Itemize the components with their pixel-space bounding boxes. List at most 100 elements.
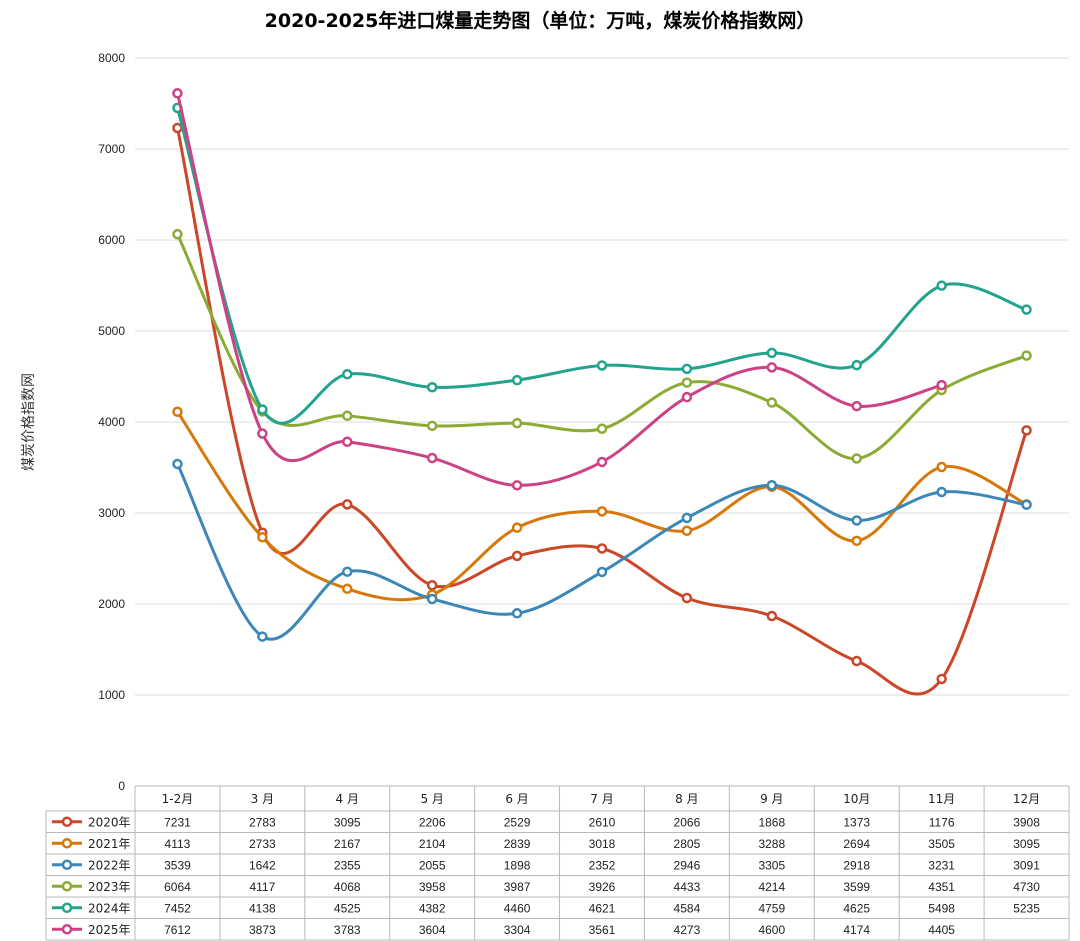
data-point [851, 655, 862, 667]
gridlines [135, 57, 1069, 696]
data-point [851, 400, 862, 412]
data-label: 1868 [758, 815, 785, 829]
y-tick-label: 3000 [98, 506, 125, 520]
data-point [681, 363, 693, 375]
data-point [596, 423, 608, 434]
data-label: 2355 [334, 858, 361, 872]
legend-label: 2022年 [88, 858, 131, 872]
legend-marker [61, 924, 73, 935]
data-label: 5235 [1013, 901, 1040, 915]
data-label: 3783 [334, 923, 361, 937]
data-label: 3231 [928, 858, 955, 872]
data-point [681, 377, 693, 388]
data-point [342, 436, 353, 447]
data-label: 3095 [1013, 837, 1040, 851]
legend-label: 2020年 [88, 815, 131, 829]
series-line [176, 463, 1027, 641]
x-tick-label: 7 月 [590, 792, 613, 806]
data-label: 3873 [249, 923, 276, 937]
x-tick-label: 11月 [928, 792, 955, 806]
data-point [596, 566, 608, 578]
data-label: 2352 [589, 858, 616, 872]
data-point [766, 397, 778, 408]
data-label: 2694 [843, 837, 870, 851]
legend-label: 2025年 [88, 923, 131, 937]
y-tick-label: 5000 [98, 324, 125, 338]
data-label: 4273 [674, 923, 701, 937]
data-point [426, 420, 438, 432]
data-point [851, 515, 862, 526]
data-label: 4113 [165, 837, 191, 851]
data-label: 3505 [928, 837, 955, 851]
data-point [257, 532, 268, 543]
data-point [426, 381, 438, 393]
data-label: 4382 [419, 901, 446, 915]
data-label: 4625 [843, 901, 870, 915]
data-point [766, 362, 778, 373]
data-point [1021, 304, 1032, 315]
data-label: 4600 [758, 923, 785, 937]
data-label: 4584 [674, 901, 701, 915]
data-point [681, 592, 693, 604]
data-label: 4525 [334, 901, 361, 915]
data-label: 4117 [249, 880, 275, 894]
y-tick-label: 4000 [98, 415, 125, 429]
data-point [426, 452, 438, 464]
data-point [936, 486, 947, 498]
chart-title: 2020-2025年进口煤量走势图（单位：万吨，煤炭价格指数网） [265, 9, 816, 32]
data-label: 2733 [249, 837, 276, 851]
data-label: 4138 [249, 901, 276, 915]
data-point [172, 458, 183, 470]
series-lines [172, 88, 1032, 696]
y-tick-label: 1000 [98, 688, 125, 702]
data-label: 3305 [758, 858, 785, 872]
data-label: 4433 [674, 880, 701, 894]
data-point [342, 499, 353, 510]
data-point [936, 379, 947, 391]
x-tick-label: 3 月 [251, 792, 274, 806]
data-label: 1373 [843, 815, 870, 829]
data-point [511, 522, 523, 533]
data-label: 1176 [929, 815, 955, 829]
data-point [511, 374, 523, 386]
x-tick-label: 4 月 [336, 792, 359, 806]
data-point [342, 410, 353, 422]
data-label: 7231 [164, 815, 191, 829]
data-label: 2529 [504, 815, 531, 829]
data-point [257, 428, 268, 439]
y-axis-label: 煤炭价格指数网 [21, 373, 37, 471]
data-label: 3958 [419, 880, 446, 894]
data-point [681, 391, 693, 403]
data-label: 3095 [334, 815, 361, 829]
data-point [511, 608, 523, 619]
data-point [1021, 499, 1032, 510]
series-2024年 [172, 102, 1032, 425]
data-label: 3908 [1013, 815, 1040, 829]
legend-marker [61, 859, 73, 870]
data-label: 2805 [674, 837, 701, 851]
data-point [936, 280, 947, 291]
data-point [596, 506, 608, 517]
data-label: 4460 [504, 901, 531, 915]
data-point [936, 673, 947, 685]
data-point [851, 453, 862, 464]
data-label: 3599 [843, 880, 870, 894]
y-tick-label: 2000 [98, 597, 125, 611]
data-label: 4351 [928, 880, 955, 894]
data-point [426, 580, 438, 591]
series-line [176, 107, 1028, 425]
data-label: 7612 [164, 923, 191, 937]
data-label: 6064 [164, 880, 191, 894]
y-axis-ticks: 0 1000 2000 3000 4000 5000 6000 7000 8000 [98, 51, 125, 793]
data-point [936, 461, 947, 473]
data-label: 2946 [674, 858, 701, 872]
series-2022年 [172, 458, 1032, 642]
legend-marker [61, 902, 73, 913]
data-label: 2167 [334, 837, 361, 851]
x-tick-label: 12月 [1013, 792, 1040, 806]
data-point [596, 543, 608, 554]
data-label: 2206 [419, 815, 446, 829]
series-2021年 [172, 406, 1032, 602]
data-label: 4759 [758, 901, 785, 915]
